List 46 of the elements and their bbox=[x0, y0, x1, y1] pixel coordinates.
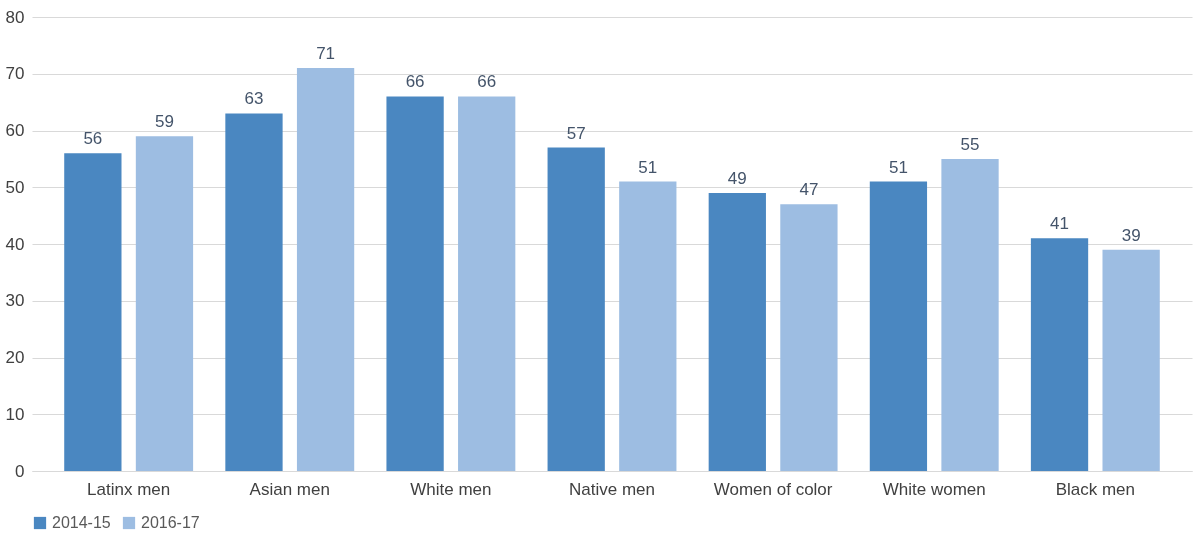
x-tick-label: Latinx men bbox=[87, 479, 171, 499]
x-tick-label: White men bbox=[410, 479, 492, 499]
x-tick-label: White women bbox=[882, 479, 986, 499]
data-label: 55 bbox=[960, 134, 980, 154]
data-label: 49 bbox=[727, 168, 747, 188]
y-tick-label: 10 bbox=[5, 404, 25, 424]
legend-label: 2016-17 bbox=[141, 514, 200, 531]
bar bbox=[1102, 249, 1160, 471]
y-tick-label: 30 bbox=[5, 291, 25, 311]
y-tick-label: 50 bbox=[5, 177, 25, 197]
data-label: 51 bbox=[638, 157, 658, 177]
bar bbox=[386, 96, 444, 471]
x-tick-label: Black men bbox=[1055, 479, 1136, 499]
data-label: 57 bbox=[566, 123, 586, 143]
x-tick-label: Women of color bbox=[713, 479, 833, 499]
bar bbox=[547, 147, 605, 471]
y-tick-label: 80 bbox=[5, 7, 25, 27]
legend-label: 2014-15 bbox=[52, 514, 111, 531]
bar bbox=[869, 181, 928, 471]
bar bbox=[225, 113, 283, 471]
data-label: 41 bbox=[1050, 214, 1069, 234]
bar bbox=[619, 181, 677, 471]
data-label: 71 bbox=[316, 44, 336, 64]
bar bbox=[1030, 238, 1089, 471]
data-label: 59 bbox=[155, 112, 174, 132]
bar bbox=[135, 136, 194, 471]
bar bbox=[296, 68, 355, 471]
bar bbox=[780, 204, 838, 471]
data-label: 66 bbox=[405, 72, 425, 92]
bar bbox=[708, 192, 766, 471]
bar bbox=[941, 158, 999, 471]
y-tick-label: 60 bbox=[5, 121, 25, 140]
data-label: 47 bbox=[799, 180, 819, 200]
data-label: 39 bbox=[1121, 225, 1141, 245]
data-label: 63 bbox=[244, 89, 264, 109]
x-tick-label: Asian men bbox=[249, 479, 330, 499]
y-tick-label: 20 bbox=[5, 348, 25, 367]
x-tick-label: Native men bbox=[569, 479, 655, 499]
y-tick-label: 0 bbox=[15, 461, 25, 481]
bar bbox=[458, 96, 516, 471]
y-tick-label: 40 bbox=[5, 234, 25, 254]
y-tick-label: 70 bbox=[5, 64, 25, 84]
bar bbox=[64, 153, 122, 471]
data-label: 51 bbox=[888, 157, 908, 177]
data-label: 56 bbox=[83, 129, 103, 149]
data-label: 66 bbox=[477, 72, 497, 92]
